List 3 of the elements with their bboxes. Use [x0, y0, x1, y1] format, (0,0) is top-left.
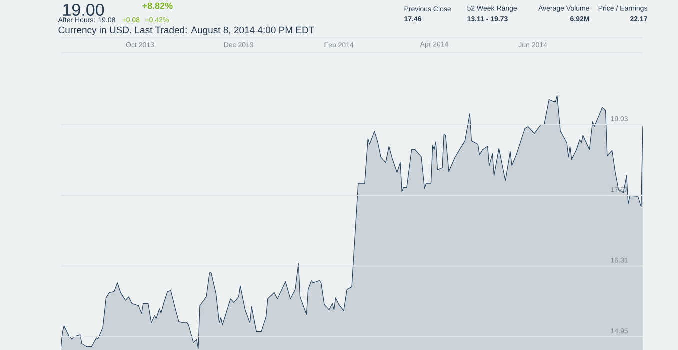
- text: 19.00: [64, 4, 104, 16]
- chart-subtitle: Currency in USD. Last Traded: August 8, 2014 4:00 PM EDT: [58, 26, 314, 36]
- text: +8.82%: [142, 2, 173, 10]
